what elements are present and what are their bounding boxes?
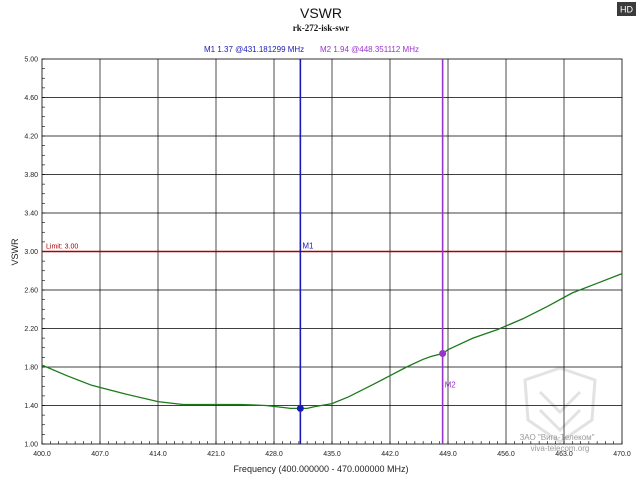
x-axis-label: Frequency (400.000000 - 470.000000 MHz)	[233, 464, 408, 474]
y-tick-label: 2.20	[24, 326, 38, 333]
x-axis-ticks: 400.0 407.0 414.0 421.0 428.0 435.0 442.0 449.0…	[33, 451, 631, 458]
x-tick-label: 428.0	[265, 451, 283, 458]
y-tick-label: 1.00	[24, 442, 38, 449]
x-tick-label: 442.0	[381, 451, 399, 458]
hd-badge-label: HD	[620, 5, 633, 15]
y-tick-label: 5.00	[24, 57, 38, 64]
x-tick-label: 414.0	[149, 451, 167, 458]
y-tick-label: 1.40	[24, 403, 38, 410]
vita-telecom-shield-logo	[523, 366, 597, 444]
y-tick-label: 3.80	[24, 172, 38, 179]
x-tick-label: 407.0	[91, 451, 109, 458]
chart-subtitle: rk-272-isk-swr	[293, 23, 350, 33]
y-tick-label: 1.80	[24, 365, 38, 372]
x-tick-label: 449.0	[439, 451, 457, 458]
minor-ticks	[41, 58, 623, 445]
marker-m2-readout: M2 1.94 @448.351112 MHz	[320, 45, 419, 54]
x-tick-label: 470.0	[613, 451, 631, 458]
watermark-company: ЗАО "Вига-Телеком"	[519, 433, 594, 442]
marker-m2-point[interactable]	[439, 350, 447, 358]
limit-label: Limit: 3.00	[46, 244, 78, 251]
marker-m1-point[interactable]	[296, 404, 304, 412]
y-tick-label: 4.20	[24, 134, 38, 141]
marker-m2-label: M2	[445, 381, 457, 390]
y-tick-label: 3.40	[24, 211, 38, 218]
chart-title: VSWR	[300, 5, 342, 21]
x-tick-label: 435.0	[323, 451, 341, 458]
x-tick-label: 463.0	[555, 451, 573, 458]
x-tick-label: 456.0	[497, 451, 515, 458]
y-axis-label: VSWR	[10, 238, 20, 266]
marker-m1-label: M1	[302, 242, 314, 251]
vswr-series-line	[41, 272, 623, 410]
x-tick-label: 400.0	[33, 451, 51, 458]
marker-m1-readout: M1 1.37 @431.181299 MHz	[204, 45, 304, 54]
y-tick-label: 2.60	[24, 288, 38, 295]
y-axis-ticks: 1.00 1.40 1.80 2.20 2.60 3.00 3.40 3.80 4.20 4.60…	[24, 57, 38, 449]
x-tick-label: 421.0	[207, 451, 225, 458]
hd-badge[interactable]: HD	[617, 2, 636, 16]
y-tick-label: 3.00	[24, 249, 38, 256]
watermark-url: viva-telecom.org	[531, 444, 590, 453]
y-tick-label: 4.60	[24, 95, 38, 102]
